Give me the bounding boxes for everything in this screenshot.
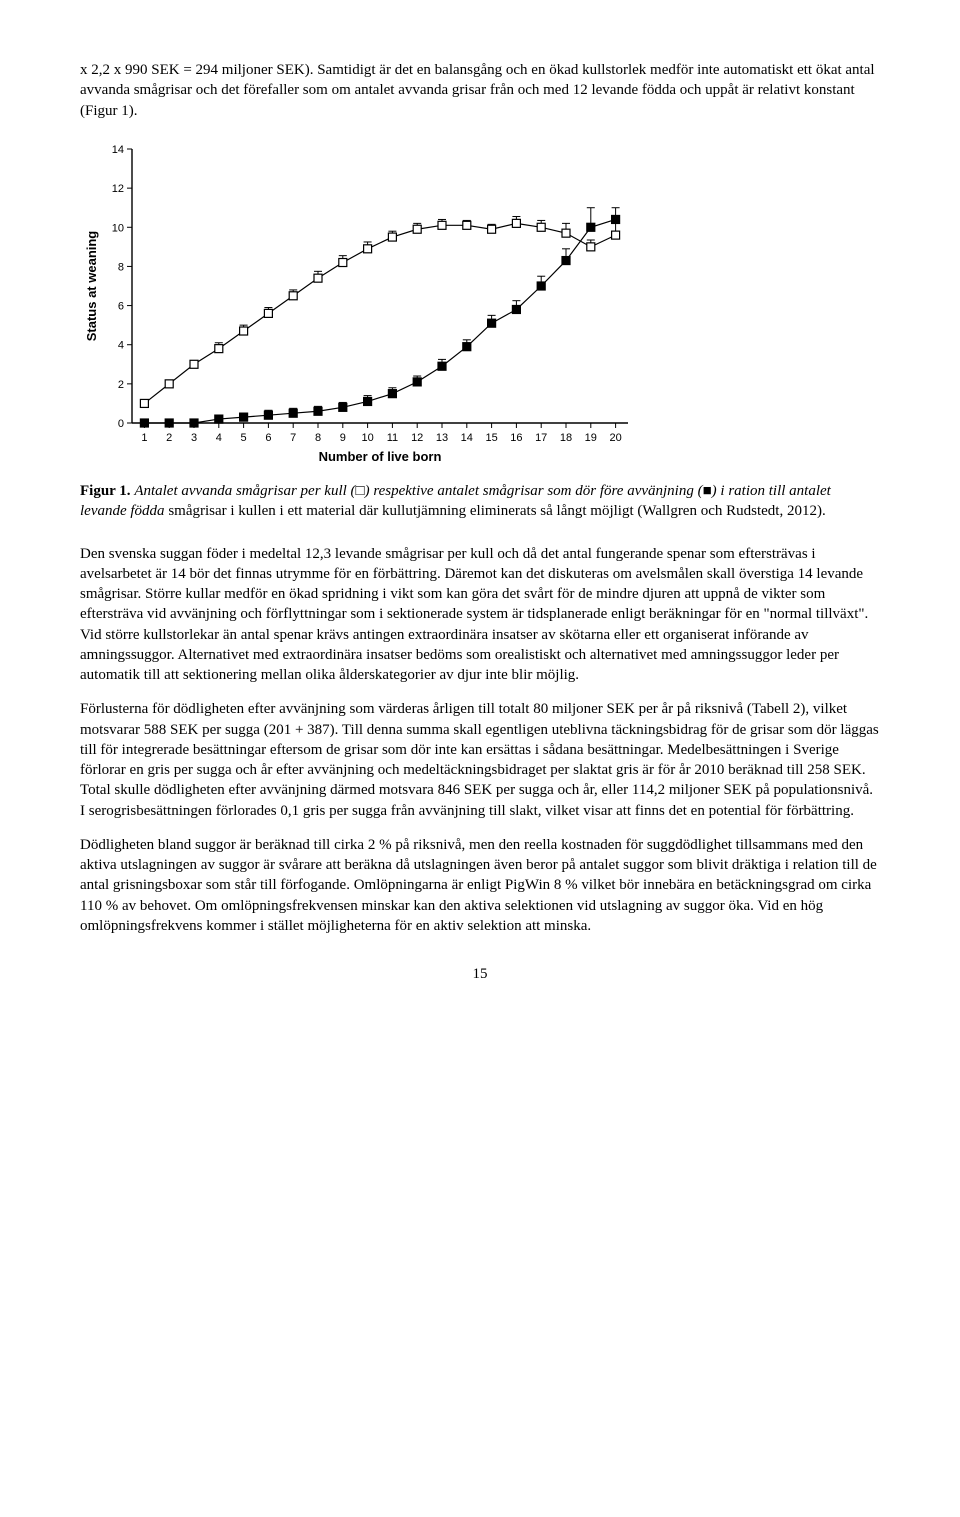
- svg-text:14: 14: [461, 432, 473, 444]
- svg-text:2: 2: [166, 432, 172, 444]
- svg-text:6: 6: [118, 300, 124, 312]
- figure-1-chart: 0246810121412345678910111213141516171819…: [80, 139, 880, 475]
- svg-text:12: 12: [112, 183, 124, 195]
- svg-text:8: 8: [315, 432, 321, 444]
- svg-text:4: 4: [118, 339, 124, 351]
- svg-text:18: 18: [560, 432, 572, 444]
- paragraph-intro: x 2,2 x 990 SEK = 294 miljoner SEK). Sam…: [80, 60, 880, 121]
- svg-text:11: 11: [387, 432, 398, 444]
- svg-text:6: 6: [265, 432, 271, 444]
- svg-text:2: 2: [118, 379, 124, 391]
- svg-text:8: 8: [118, 261, 124, 273]
- paragraph-3: Förlusterna för dödligheten efter avvänj…: [80, 699, 880, 821]
- paragraph-2: Den svenska suggan föder i medeltal 12,3…: [80, 544, 880, 686]
- svg-text:14: 14: [112, 144, 124, 156]
- chart-svg: 0246810121412345678910111213141516171819…: [80, 139, 640, 469]
- svg-text:5: 5: [241, 432, 247, 444]
- svg-text:3: 3: [191, 432, 197, 444]
- svg-text:12: 12: [411, 432, 423, 444]
- svg-text:4: 4: [216, 432, 222, 444]
- page-number: 15: [80, 964, 880, 984]
- svg-text:15: 15: [485, 432, 497, 444]
- svg-text:17: 17: [535, 432, 547, 444]
- svg-text:10: 10: [361, 432, 373, 444]
- svg-text:10: 10: [112, 222, 124, 234]
- svg-text:20: 20: [609, 432, 621, 444]
- svg-text:0: 0: [118, 418, 124, 430]
- svg-text:1: 1: [141, 432, 147, 444]
- figure-1-caption: Figur 1. Antalet avvanda smågrisar per k…: [80, 481, 880, 522]
- paragraph-4: Dödligheten bland suggor är beräknad til…: [80, 835, 880, 936]
- svg-text:Status at weaning: Status at weaning: [84, 230, 99, 341]
- svg-text:16: 16: [510, 432, 522, 444]
- svg-text:9: 9: [340, 432, 346, 444]
- svg-text:19: 19: [585, 432, 597, 444]
- svg-text:Number of live born: Number of live born: [319, 449, 442, 464]
- svg-text:7: 7: [290, 432, 296, 444]
- figure-label: Figur 1.: [80, 483, 131, 499]
- svg-text:13: 13: [436, 432, 448, 444]
- figure-caption-plain: smågrisar i kullen i ett material där ku…: [168, 503, 825, 519]
